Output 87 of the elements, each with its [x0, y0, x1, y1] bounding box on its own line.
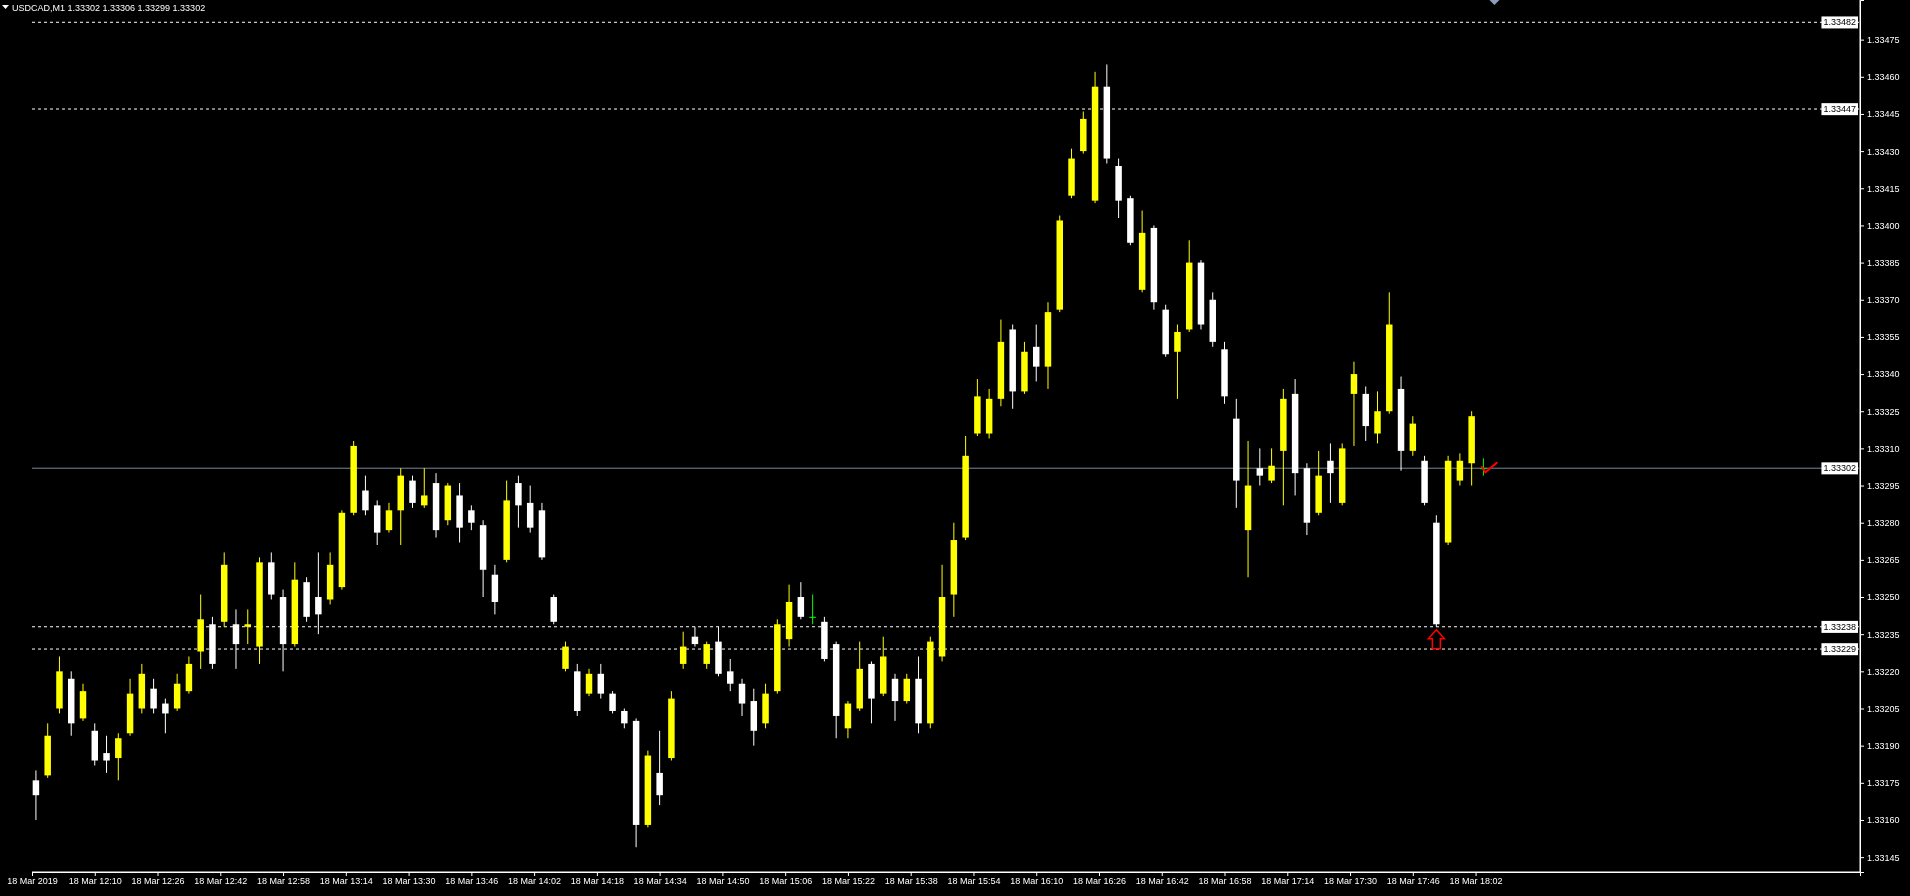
candlestick — [891, 673, 899, 722]
x-tick-label: 18 Mar 2019 — [7, 876, 58, 887]
x-tick-label: 18 Mar 13:46 — [445, 876, 499, 887]
candlestick — [1032, 324, 1040, 382]
candlestick — [903, 673, 911, 705]
x-tick-label: 18 Mar 16:26 — [1072, 876, 1127, 887]
y-tick-label: 1.33355 — [1867, 332, 1900, 343]
x-tick-label: 18 Mar 14:50 — [696, 876, 750, 887]
x-tick-label: 18 Mar 16:58 — [1198, 876, 1252, 887]
x-tick-label: 18 Mar 17:46 — [1386, 876, 1440, 887]
y-tick-label: 1.33460 — [1867, 72, 1900, 83]
candlestick — [609, 690, 616, 714]
x-tick-label: 18 Mar 14:02 — [508, 876, 562, 887]
candlestick — [1256, 447, 1264, 487]
y-tick-label: 1.33145 — [1867, 852, 1900, 863]
candlestick — [679, 631, 687, 670]
y-tick-label: 1.33235 — [1867, 629, 1900, 640]
candlestick — [656, 730, 663, 806]
y-tick-label: 1.33250 — [1867, 592, 1900, 603]
y-tick-label: 1.33340 — [1867, 369, 1900, 380]
x-tick-label: 18 Mar 17:14 — [1261, 876, 1315, 887]
y-tick-label: 1.33415 — [1867, 183, 1900, 194]
candlestick — [409, 475, 416, 509]
ref-line-label: 1.33482 — [1823, 17, 1856, 28]
candlestick — [162, 698, 169, 734]
x-tick-label: 18 Mar 17:30 — [1324, 876, 1378, 887]
candlestick — [103, 735, 110, 774]
y-tick-label: 1.33475 — [1867, 35, 1900, 46]
x-tick-label: 18 Mar 16:42 — [1135, 876, 1189, 887]
candlestick — [515, 475, 522, 529]
y-tick-label: 1.33160 — [1867, 815, 1900, 826]
x-tick-label: 18 Mar 12:10 — [68, 876, 122, 887]
candlestick — [244, 608, 251, 645]
y-tick-label: 1.33295 — [1867, 480, 1900, 491]
x-tick-label: 18 Mar 18:02 — [1449, 876, 1503, 887]
x-tick-label: 18 Mar 13:30 — [382, 876, 436, 887]
x-tick-label: 18 Mar 15:22 — [821, 876, 875, 887]
y-tick-label: 1.33445 — [1867, 109, 1900, 120]
x-tick-label: 18 Mar 12:42 — [194, 876, 248, 887]
x-tick-label: 18 Mar 14:34 — [633, 876, 687, 887]
x-tick-label: 18 Mar 15:06 — [759, 876, 813, 887]
x-tick-label: 18 Mar 15:38 — [884, 876, 938, 887]
candlestick — [421, 467, 428, 509]
ref-line-label: 1.33302 — [1823, 463, 1856, 474]
candlestick — [1174, 324, 1181, 400]
x-tick-label: 18 Mar 16:10 — [1010, 876, 1064, 887]
candlestick — [1456, 452, 1464, 487]
y-tick-label: 1.33400 — [1867, 220, 1900, 231]
y-tick-label: 1.33220 — [1867, 666, 1900, 677]
candlestick — [809, 594, 816, 625]
x-tick-label: 18 Mar 13:14 — [319, 876, 373, 887]
chart-title: USDCAD,M1 1.33302 1.33306 1.33299 1.33302 — [12, 3, 206, 13]
candlestick — [32, 769, 40, 821]
x-tick-label: 18 Mar 15:54 — [947, 876, 1001, 887]
candlestick — [597, 663, 605, 700]
candlestick — [621, 708, 628, 729]
y-tick-label: 1.33430 — [1867, 146, 1900, 157]
x-tick-label: 18 Mar 12:26 — [131, 876, 185, 887]
candlestick — [362, 475, 369, 516]
candlestick — [1350, 361, 1358, 447]
candlestick — [468, 504, 475, 531]
candlestick — [727, 658, 734, 692]
candlestick — [585, 668, 593, 697]
y-tick-label: 1.33310 — [1867, 443, 1900, 454]
candlestick — [150, 678, 157, 714]
y-tick-label: 1.33205 — [1867, 703, 1900, 714]
y-tick-label: 1.33190 — [1867, 741, 1900, 752]
candlestick — [562, 641, 569, 672]
y-tick-label: 1.33265 — [1867, 555, 1900, 566]
candlestick — [115, 732, 122, 781]
y-tick-label: 1.33280 — [1867, 518, 1900, 529]
ref-line-label: 1.33447 — [1823, 104, 1856, 115]
x-tick-label: 18 Mar 14:18 — [570, 876, 624, 887]
candlestick — [738, 678, 746, 717]
candlestick — [1327, 442, 1334, 504]
x-tick-label: 18 Mar 12:58 — [257, 876, 311, 887]
y-tick-label: 1.33175 — [1867, 778, 1900, 789]
candlestick — [797, 581, 805, 620]
candlestick — [1374, 390, 1381, 444]
candlestick — [385, 502, 393, 534]
candlestick — [703, 641, 710, 670]
ref-line-label: 1.33238 — [1823, 621, 1856, 632]
candlestick — [1268, 447, 1275, 484]
ref-line-label: 1.33229 — [1823, 644, 1856, 655]
y-tick-label: 1.33325 — [1867, 406, 1900, 417]
y-tick-label: 1.33385 — [1867, 257, 1900, 268]
y-tick-label: 1.33370 — [1867, 295, 1900, 306]
